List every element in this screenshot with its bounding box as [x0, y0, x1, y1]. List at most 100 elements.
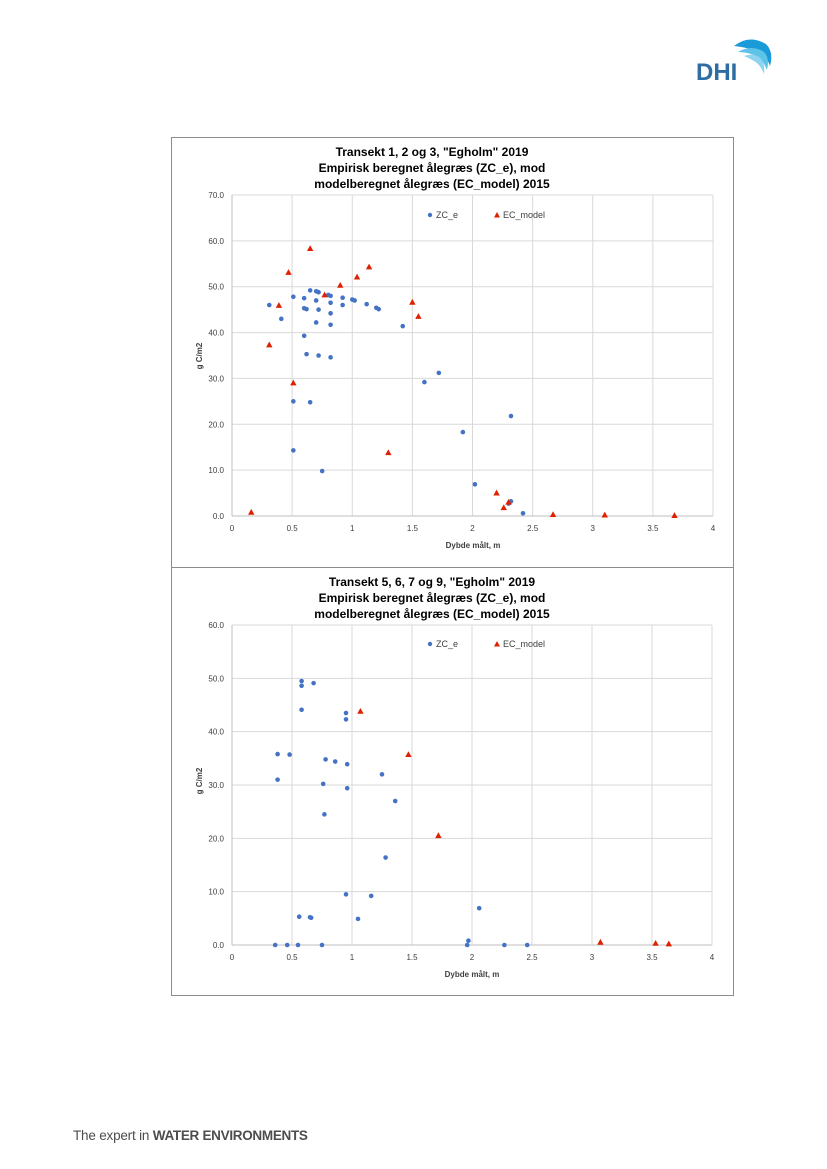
dhi-logo: DHI — [696, 39, 772, 86]
point-zc-e — [272, 942, 278, 948]
point-zc-e — [328, 293, 333, 299]
point-zc-e — [313, 320, 319, 325]
point-zc-e — [291, 399, 296, 404]
point-zc-e — [320, 781, 326, 787]
y-tick-label: 20.0 — [208, 420, 224, 429]
point-ec-model — [353, 273, 361, 280]
point-zc-e — [328, 311, 333, 316]
point-zc-e — [344, 785, 350, 791]
y-tick-label: 60.0 — [208, 237, 224, 246]
point-zc-e — [476, 905, 482, 911]
point-zc-e — [502, 942, 507, 948]
point-ec-model — [405, 751, 412, 757]
chart-transekt-5-6-7-9: Transekt 5, 6, 7 og 9, "Egholm" 2019 Emp… — [195, 575, 715, 979]
footer-tagline: The expert in WATER ENVIRONMENTS — [73, 1128, 308, 1143]
point-zc-e — [355, 916, 361, 922]
legend-ec-model-label: EC_model — [503, 639, 545, 649]
point-zc-e — [295, 942, 301, 948]
footer-tagline-bold: WATER ENVIRONMENTS — [152, 1128, 308, 1143]
x-axis-title: Dybde målt, m — [445, 970, 500, 979]
point-zc-e — [436, 370, 442, 376]
legend: ZC_e EC_model — [427, 210, 545, 220]
point-zc-e — [340, 302, 345, 308]
point-ec-model — [601, 511, 608, 518]
y-tick-label: 50.0 — [208, 674, 224, 683]
x-tick-label: 0 — [230, 524, 235, 533]
point-zc-e — [352, 298, 357, 303]
point-zc-e — [464, 942, 470, 948]
chart-title-line-2: Empirisk beregnet ålegræs (ZC_e), mod — [319, 591, 546, 605]
point-ec-model — [665, 940, 672, 947]
chart-title-line-1: Transekt 5, 6, 7 og 9, "Egholm" 2019 — [329, 575, 535, 589]
x-tick-label: 2.5 — [527, 524, 539, 533]
x-tick-label: 3.5 — [646, 953, 658, 962]
point-zc-e — [392, 798, 398, 804]
y-tick-label: 30.0 — [208, 781, 224, 790]
y-tick-label: 30.0 — [208, 374, 224, 383]
point-zc-e — [301, 333, 307, 339]
point-zc-e — [284, 942, 290, 948]
point-zc-e — [307, 288, 313, 293]
point-zc-e — [299, 707, 304, 713]
point-zc-e — [400, 323, 406, 329]
point-ec-model — [415, 313, 422, 319]
y-axis-title: g C/m2 — [195, 342, 204, 369]
point-zc-e — [316, 353, 321, 358]
point-zc-e — [364, 301, 369, 307]
y-tick-label: 20.0 — [208, 834, 224, 843]
point-zc-e — [299, 683, 304, 689]
marks-layer — [248, 245, 678, 518]
point-zc-e — [322, 812, 327, 817]
grid-layer — [231, 194, 714, 517]
x-tick-label: 3 — [591, 524, 596, 533]
point-ec-model — [321, 291, 328, 298]
point-zc-e — [343, 892, 349, 897]
point-ec-model — [671, 512, 678, 518]
y-tick-label: 0.0 — [213, 941, 225, 950]
point-zc-e — [343, 710, 349, 716]
point-zc-e — [319, 468, 325, 474]
x-tick-label: 1 — [350, 524, 355, 533]
point-zc-e — [379, 772, 385, 777]
point-ec-model — [652, 940, 659, 946]
point-zc-e — [328, 355, 333, 360]
point-zc-e — [343, 717, 349, 722]
point-zc-e — [311, 680, 316, 686]
point-ec-model — [365, 263, 373, 270]
y-tick-label: 40.0 — [208, 728, 224, 737]
point-zc-e — [301, 295, 307, 301]
x-tick-label: 3.5 — [647, 524, 659, 533]
point-zc-e — [291, 448, 296, 453]
point-zc-e — [328, 300, 333, 306]
point-zc-e — [383, 855, 388, 860]
point-ec-model — [290, 379, 297, 386]
point-zc-e — [508, 413, 514, 419]
x-tick-label: 1.5 — [407, 524, 419, 533]
point-zc-e — [332, 759, 338, 764]
point-zc-e — [319, 942, 325, 948]
point-zc-e — [296, 914, 302, 920]
axis-layer: 0.0 10.0 20.0 30.0 40.0 50.0 60.0 70.0 0 0.5 1 1.5 2… — [208, 191, 715, 533]
point-zc-e — [466, 938, 471, 944]
x-tick-label: 1 — [350, 953, 355, 962]
point-zc-e — [368, 893, 374, 899]
x-tick-label: 4 — [711, 524, 716, 533]
y-tick-label: 0.0 — [213, 512, 225, 521]
point-zc-e — [291, 294, 296, 300]
point-zc-e — [304, 351, 309, 357]
point-zc-e — [308, 915, 314, 921]
legend-zc-e-marker — [427, 212, 433, 218]
point-ec-model — [549, 511, 557, 518]
point-zc-e — [266, 302, 272, 308]
legend-ec-model-marker — [494, 641, 500, 647]
point-zc-e — [472, 482, 478, 487]
chart-title-line-3: modelberegnet ålegræs (EC_model) 2015 — [314, 177, 550, 191]
x-tick-label: 4 — [710, 953, 715, 962]
point-ec-model — [306, 245, 314, 252]
y-tick-label: 10.0 — [208, 888, 224, 897]
x-tick-label: 0.5 — [287, 524, 299, 533]
chart-title-line-3: modelberegnet ålegræs (EC_model) 2015 — [314, 607, 550, 621]
point-ec-model — [435, 832, 442, 839]
chart-title-line-1: Transekt 1, 2 og 3, "Egholm" 2019 — [336, 145, 529, 159]
chart-divider — [171, 567, 734, 568]
